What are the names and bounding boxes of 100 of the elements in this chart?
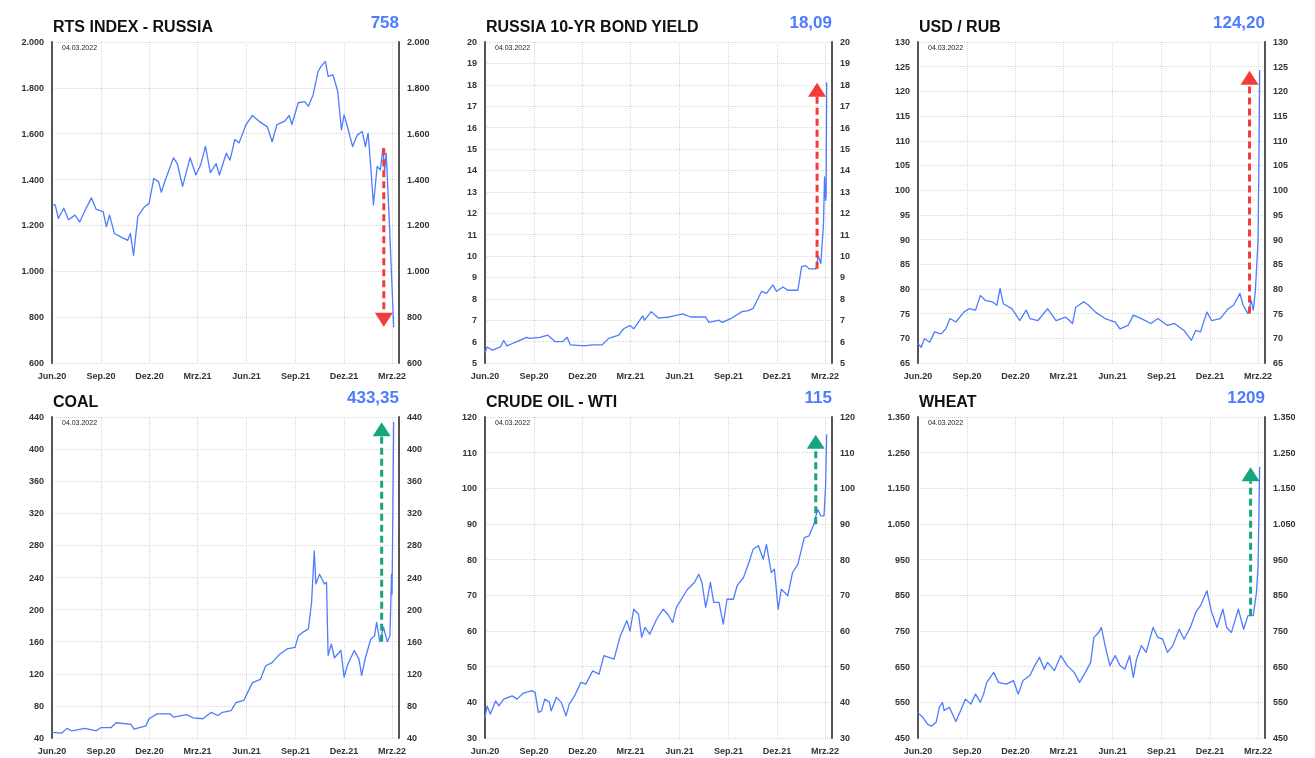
y-tick-label: 30 — [466, 733, 477, 743]
x-tick-label: Dez.20 — [568, 370, 597, 381]
x-tick-label: Jun.20 — [470, 745, 500, 756]
y-tick-label: 130 — [894, 37, 910, 47]
x-tick-label: Mrz.22 — [811, 745, 840, 756]
y-tick-label: 70 — [466, 590, 477, 601]
y2-tick-label: 800 — [407, 312, 423, 323]
y2-tick-label: 11 — [840, 229, 850, 240]
chart-title: RTS INDEX - RUSSIA — [53, 17, 214, 35]
text: 433,35 — [347, 388, 399, 407]
chart-title: RUSSIA 10-YR BOND YIELD — [486, 17, 699, 35]
y2-tick-label: 65 — [1273, 358, 1284, 368]
x-tick-label: Dez.21 — [762, 745, 792, 756]
y-tick-label: 1.400 — [21, 174, 44, 185]
y-tick-label: 1.050 — [887, 519, 910, 529]
x-tick-label: Sep.21 — [1147, 745, 1177, 756]
y2-tick-label: 15 — [840, 144, 851, 154]
x-tick-label: Sep.21 — [714, 370, 744, 381]
y2-tick-label: 9 — [840, 272, 846, 283]
y2-tick-label: 7 — [840, 315, 846, 326]
y-tick-label: 12 — [466, 208, 477, 219]
y-tick-label: 550 — [894, 697, 910, 708]
y-tick-label: 105 — [894, 160, 910, 171]
y2-tick-label: 240 — [407, 572, 423, 583]
y-tick-label: 9 — [471, 272, 477, 283]
y2-tick-label: 70 — [1273, 333, 1284, 344]
y-tick-label: 1.250 — [887, 447, 910, 458]
y2-tick-label: 2.000 — [407, 37, 430, 47]
x-tick-label: Sep.20 — [519, 370, 549, 381]
y2-tick-label: 360 — [407, 476, 423, 487]
text: 18,09 — [789, 13, 833, 32]
y2-tick-label: 1.250 — [1273, 447, 1296, 458]
y2-tick-label: 1.150 — [1273, 483, 1296, 494]
x-tick-label: Jun.21 — [665, 745, 694, 756]
y2-tick-label: 8 — [840, 293, 846, 304]
y2-tick-label: 100 — [840, 483, 856, 494]
y2-tick-label: 950 — [1273, 554, 1289, 565]
y2-tick-label: 440 — [407, 412, 423, 422]
x-tick-label: Dez.21 — [762, 370, 792, 381]
y-tick-label: 2.000 — [21, 37, 44, 47]
y-tick-label: 75 — [899, 308, 910, 319]
line-series — [51, 60, 395, 328]
x-tick-label: Jun.21 — [665, 370, 694, 381]
line-series — [917, 69, 1261, 348]
y2-tick-label: 6 — [840, 336, 846, 347]
x-tick-label: Mrz.21 — [616, 745, 645, 756]
y-tick-label: 20 — [466, 37, 477, 47]
y-tick-label: 6 — [471, 336, 477, 347]
x-tick-label: Sep.20 — [952, 745, 982, 756]
y-tick-label: 120 — [894, 86, 910, 97]
y2-tick-label: 125 — [1273, 61, 1289, 72]
x-tick-label: Jun.20 — [37, 370, 67, 381]
x-tick-label: Jun.21 — [1098, 745, 1127, 756]
x-tick-label: Mrz.21 — [1049, 745, 1078, 756]
x-tick-label: Dez.21 — [329, 370, 359, 381]
x-tick-label: Dez.20 — [1001, 370, 1030, 381]
chart-title: CRUDE OIL - WTI — [486, 392, 618, 410]
y2-tick-label: 50 — [840, 661, 851, 672]
x-tick-label: Jun.21 — [232, 745, 261, 756]
y2-tick-label: 200 — [407, 604, 423, 615]
x-tick-label: Dez.20 — [1001, 745, 1030, 756]
line-series — [51, 421, 395, 734]
x-tick-label: Dez.21 — [1195, 745, 1225, 756]
y-tick-label: 110 — [895, 135, 910, 146]
y-tick-label: 60 — [466, 626, 477, 636]
y-tick-label: 600 — [28, 358, 44, 368]
y-tick-label: 90 — [466, 519, 477, 529]
chart-title: WHEAT — [919, 392, 977, 410]
y2-tick-label: 1.200 — [407, 220, 430, 231]
x-tick-label: Dez.21 — [1195, 370, 1225, 381]
y-tick-label: 1.200 — [21, 220, 44, 231]
y-tick-label: 7 — [471, 315, 477, 326]
x-tick-label: Mrz.21 — [616, 370, 645, 381]
line-series — [484, 82, 828, 353]
y2-tick-label: 90 — [840, 519, 851, 529]
y2-tick-label: 130 — [1273, 37, 1289, 47]
y2-tick-label: 16 — [840, 122, 851, 133]
y-tick-label: 95 — [899, 209, 910, 220]
y-tick-label: 13 — [466, 186, 477, 197]
x-tick-label: Mrz.21 — [183, 370, 212, 381]
y2-tick-label: 1.600 — [407, 128, 430, 139]
y2-tick-label: 10 — [840, 251, 851, 261]
y-tick-label: 80 — [466, 554, 477, 565]
y2-tick-label: 105 — [1273, 160, 1289, 171]
y2-tick-label: 80 — [1273, 283, 1284, 294]
y-tick-label: 200 — [28, 604, 44, 615]
y-tick-label: 10 — [466, 251, 477, 261]
y2-tick-label: 115 — [1273, 111, 1288, 122]
y-tick-label: 16 — [466, 122, 477, 133]
y2-tick-label: 850 — [1273, 590, 1289, 601]
text: 115 — [804, 388, 833, 407]
y-tick-label: 800 — [28, 312, 44, 323]
y2-tick-label: 70 — [840, 590, 851, 601]
y2-tick-label: 1.800 — [407, 82, 430, 93]
y-tick-label: 120 — [461, 412, 477, 422]
y-tick-label: 850 — [894, 590, 910, 601]
x-tick-label: Jun.20 — [903, 745, 933, 756]
text: 758 — [370, 13, 400, 32]
y-tick-label: 70 — [899, 333, 910, 344]
y-tick-label: 40 — [466, 697, 477, 708]
